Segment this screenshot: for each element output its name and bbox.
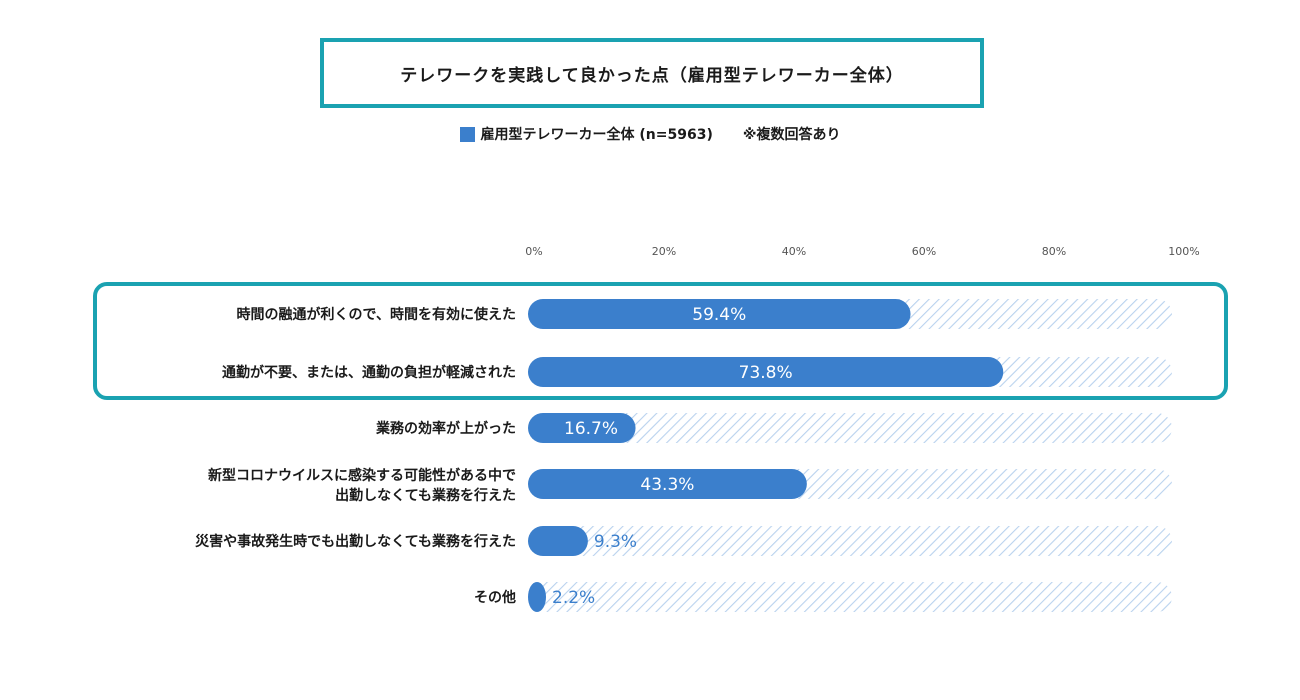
x-tick-label: 100%: [1168, 245, 1199, 258]
bar: [528, 526, 588, 556]
x-tick-label: 60%: [912, 245, 936, 258]
legend-swatch: [459, 126, 475, 142]
category-label: 通勤が不要、または、通勤の負担が軽減された: [222, 364, 516, 381]
data-label: 73.8%: [739, 363, 793, 383]
category-label: 出勤しなくても業務を行えた: [335, 487, 516, 504]
legend-note: ※複数回答あり: [742, 127, 841, 143]
legend: 雇用型テレワーカー全体 (n=5963) ※複数回答あり: [0, 124, 1300, 144]
category-label: 業務の効率が上がった: [375, 420, 516, 437]
bar: [528, 299, 911, 329]
category-label: 災害や事故発生時でも出勤しなくても業務を行えた: [195, 533, 516, 550]
bar-track: [528, 413, 1172, 443]
category-label: 時間の融通が利くので、時間を有効に使えた: [237, 306, 516, 323]
bar: [528, 582, 546, 612]
x-tick-label: 80%: [1042, 245, 1066, 258]
data-label: 9.3%: [594, 532, 637, 552]
chart-title: テレワークを実践して良かった点（雇用型テレワーカー全体）: [320, 38, 984, 108]
category-label: 新型コロナウイルスに感染する可能性がある中で: [208, 467, 516, 484]
legend-label: 雇用型テレワーカー全体 (n=5963): [480, 127, 713, 143]
highlight-frame: [93, 282, 1228, 400]
x-tick-label: 40%: [782, 245, 806, 258]
bar-track: [528, 582, 1172, 612]
x-tick-label: 20%: [652, 245, 676, 258]
x-tick-label: 0%: [525, 245, 542, 258]
data-label: 43.3%: [640, 475, 694, 495]
category-label: その他: [474, 589, 516, 606]
bar: [528, 413, 636, 443]
bar-track: [528, 526, 1172, 556]
bar: [528, 469, 807, 499]
bar: [528, 357, 1004, 387]
data-label: 59.4%: [692, 305, 746, 325]
data-label: 16.7%: [564, 419, 618, 439]
data-label: 2.2%: [552, 588, 595, 608]
